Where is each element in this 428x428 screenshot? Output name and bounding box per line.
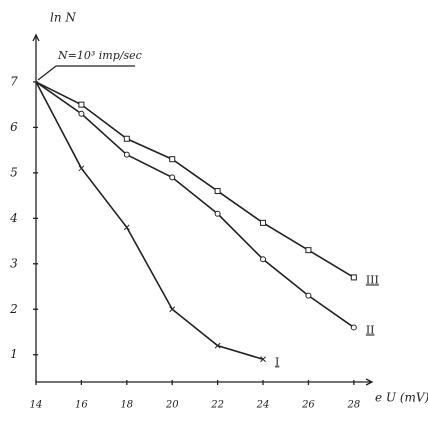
y-tick-label: 6 xyxy=(10,120,18,134)
annotation-pointer xyxy=(37,65,57,81)
marker xyxy=(123,135,130,142)
marker xyxy=(214,210,221,217)
marker xyxy=(78,110,85,117)
marker xyxy=(214,188,221,195)
y-tick-label: 2 xyxy=(9,302,18,316)
marker xyxy=(123,224,130,231)
y-tick-label: 1 xyxy=(10,347,18,361)
y-tick-label: 7 xyxy=(10,74,18,88)
y-tick-label: 3 xyxy=(10,256,18,270)
series-label: I xyxy=(275,355,279,368)
y-axis-label: ln N xyxy=(50,11,76,25)
marker xyxy=(78,165,85,172)
series-line xyxy=(35,81,355,329)
marker xyxy=(260,356,266,363)
x-tick-label: 14 xyxy=(30,400,43,411)
marker xyxy=(169,306,176,313)
x-tick-label: 28 xyxy=(346,400,360,411)
series-line xyxy=(35,81,355,279)
marker xyxy=(169,156,176,163)
x-tick-label: 24 xyxy=(256,400,270,411)
marker xyxy=(169,174,176,181)
marker xyxy=(260,256,267,263)
marker xyxy=(260,219,267,226)
x-axis-label: e U (mV) xyxy=(375,391,428,405)
x-tick-label: 16 xyxy=(75,400,88,411)
x-tick-label: 20 xyxy=(165,400,179,411)
x-tick-label: 26 xyxy=(301,400,315,411)
y-tick-label: 5 xyxy=(10,165,18,179)
series-label: II xyxy=(366,323,375,336)
marker xyxy=(305,247,312,254)
marker xyxy=(78,101,85,108)
marker xyxy=(305,292,312,299)
marker xyxy=(350,324,357,331)
annotation: N=10³ imp/sec xyxy=(57,49,142,62)
x-tick-label: 18 xyxy=(120,400,133,411)
marker xyxy=(350,274,357,281)
marker xyxy=(123,151,130,158)
y-tick-label: 4 xyxy=(9,211,18,225)
series-label: III xyxy=(366,273,379,286)
series-line xyxy=(35,81,264,361)
x-tick-label: 22 xyxy=(210,400,224,411)
marker xyxy=(214,342,221,349)
